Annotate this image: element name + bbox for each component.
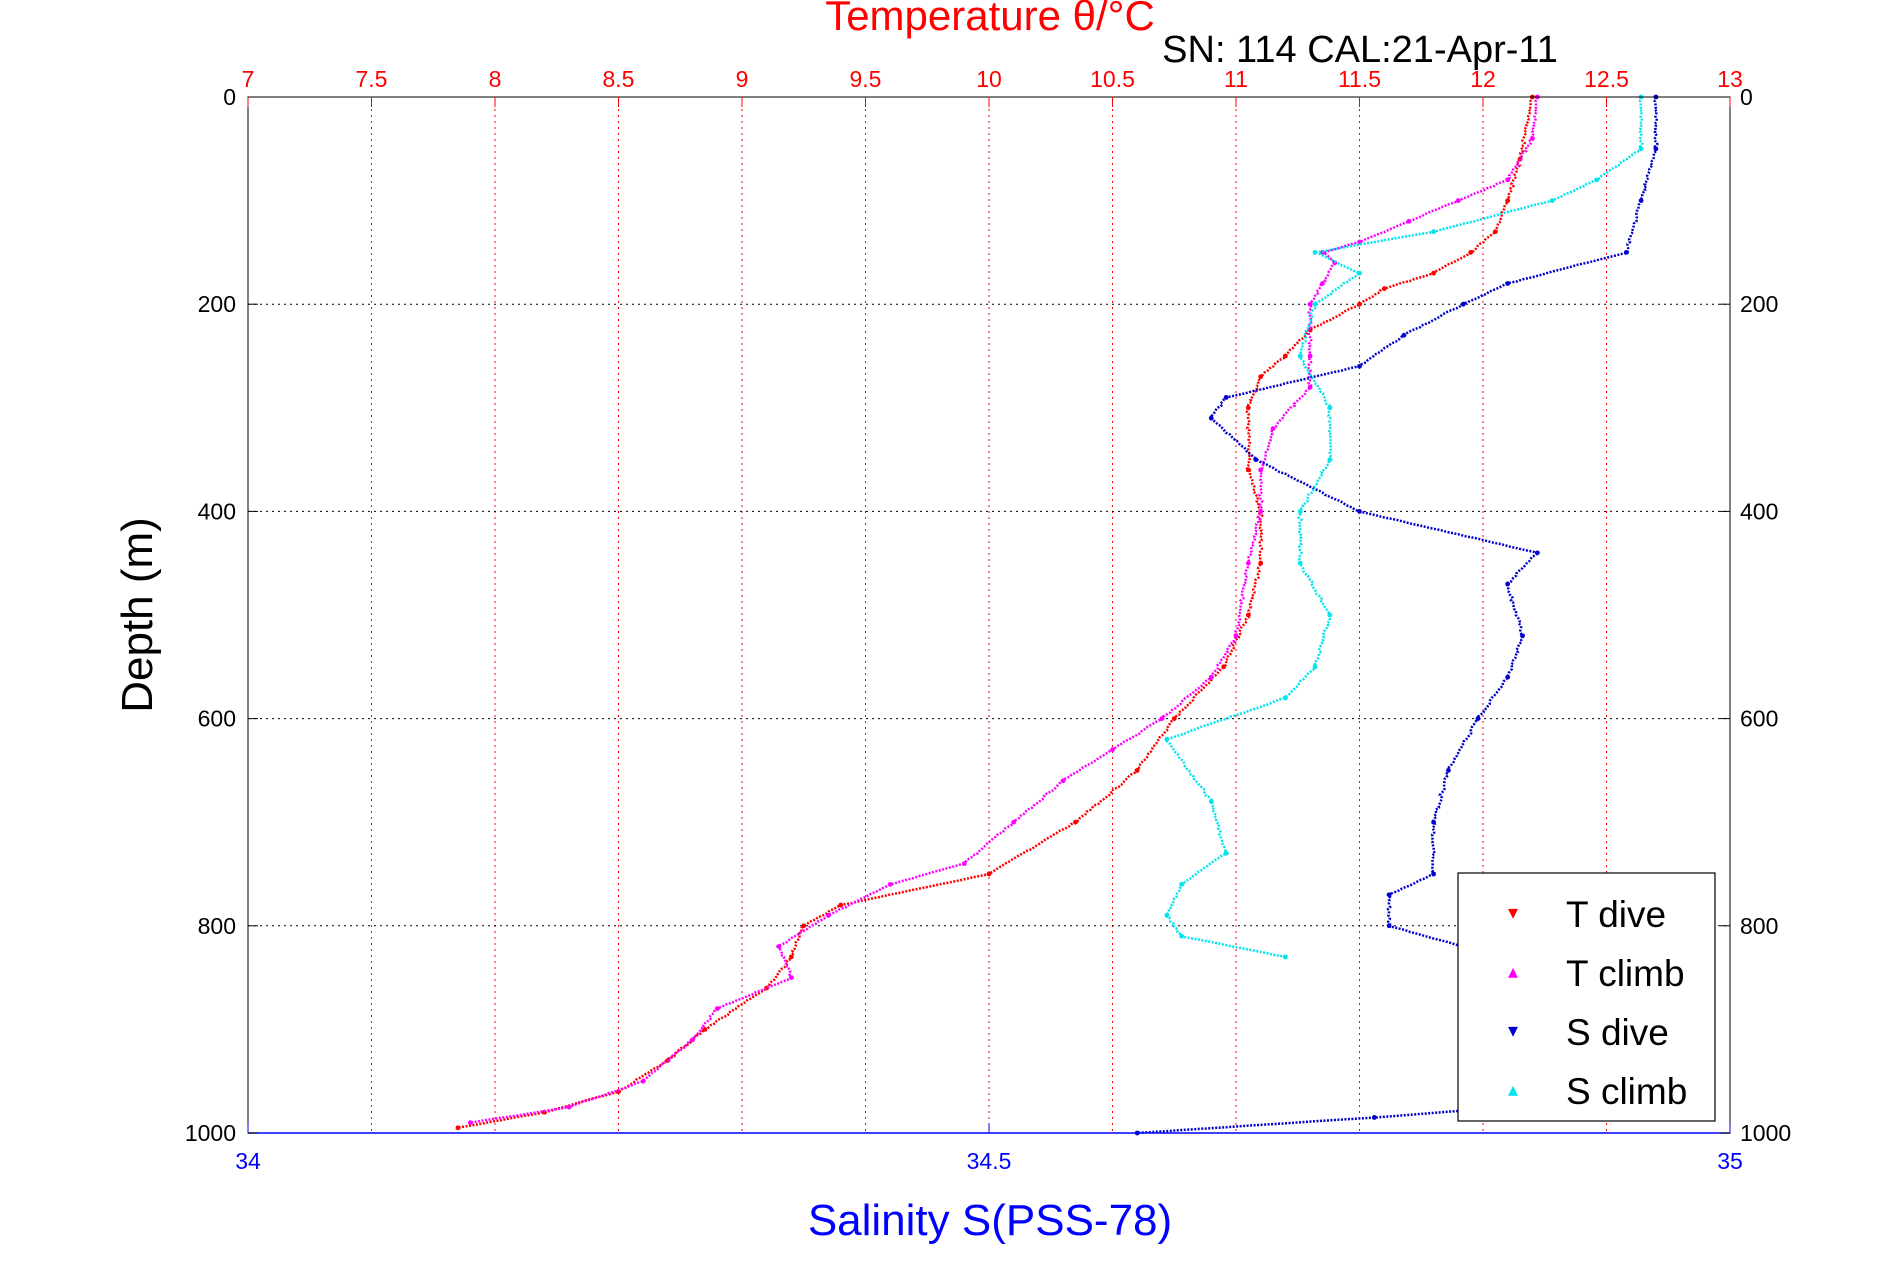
temperature-tick-label: 10 bbox=[976, 66, 1002, 92]
depth-tick-label-left: 800 bbox=[198, 913, 236, 939]
depth-tick-label-right: 600 bbox=[1740, 706, 1778, 732]
temperature-tick-label: 13 bbox=[1717, 66, 1743, 92]
series-trace bbox=[457, 96, 1534, 1130]
series-s-climb bbox=[1164, 94, 1644, 960]
legend-marker: ▾ bbox=[1508, 1020, 1518, 1042]
depth-tick-label-left: 400 bbox=[198, 498, 236, 524]
temperature-tick-label: 12 bbox=[1470, 66, 1496, 92]
series-t-dive bbox=[455, 94, 1535, 1131]
depth-tick-label-right: 200 bbox=[1740, 291, 1778, 317]
salinity-tick-label: 34.5 bbox=[967, 1148, 1012, 1174]
depth-tick-label-left: 200 bbox=[198, 291, 236, 317]
temperature-tick-label: 7 bbox=[242, 66, 255, 92]
depth-axis-label: Depth (m) bbox=[113, 517, 162, 713]
legend-box bbox=[1457, 872, 1716, 1122]
depth-tick-label-right: 800 bbox=[1740, 913, 1778, 939]
depth-tick-label-right: 1000 bbox=[1740, 1120, 1791, 1146]
legend-label: T dive bbox=[1566, 894, 1666, 935]
legend-marker: ▴ bbox=[1508, 1079, 1518, 1101]
salinity-tick-label: 34 bbox=[235, 1148, 261, 1174]
legend-label: S dive bbox=[1566, 1012, 1669, 1053]
temperature-tick-label: 10.5 bbox=[1090, 66, 1135, 92]
grid-lines bbox=[248, 97, 1730, 1133]
legend-label: T climb bbox=[1566, 953, 1685, 994]
temperature-tick-label: 11.5 bbox=[1338, 66, 1381, 92]
temperature-tick-label: 12.5 bbox=[1584, 66, 1629, 92]
depth-tick-label-left: 1000 bbox=[185, 1120, 236, 1146]
depth-tick-label-left: 600 bbox=[198, 706, 236, 732]
temperature-tick-label: 9 bbox=[736, 66, 749, 92]
series-trace bbox=[1164, 96, 1644, 959]
temperature-tick-label: 11 bbox=[1224, 66, 1248, 92]
axes: 7 7.5 8 8.5 9 9.5 10 10.5 11 11.5 12 12.5 13 34 34.5 35… bbox=[185, 66, 1791, 1174]
temperature-tick-label: 9.5 bbox=[850, 66, 882, 92]
series-t-climb bbox=[467, 94, 1540, 1126]
chart-subtitle: SN: 114 CAL:21-Apr-11 bbox=[1162, 29, 1558, 71]
temperature-tick-label: 7.5 bbox=[356, 66, 388, 92]
legend: ▾ T dive ▴ T climb ▾ S dive ▴ S climb bbox=[1457, 872, 1716, 1122]
depth-tick-label-left: 0 bbox=[223, 84, 236, 110]
depth-tick-label-right: 400 bbox=[1740, 498, 1778, 524]
series-trace bbox=[470, 97, 1539, 1124]
legend-marker: ▾ bbox=[1508, 902, 1518, 924]
temperature-tick-label: 8 bbox=[489, 66, 502, 92]
salinity-tick-label: 35 bbox=[1717, 1148, 1743, 1174]
temperature-tick-label: 8.5 bbox=[603, 66, 635, 92]
legend-marker: ▴ bbox=[1508, 961, 1518, 983]
legend-label: S climb bbox=[1566, 1071, 1687, 1112]
depth-tick-label-right: 0 bbox=[1740, 84, 1753, 110]
chart-title: Temperature θ/°C bbox=[825, 0, 1155, 39]
salinity-axis-label: Salinity S(PSS-78) bbox=[808, 1196, 1172, 1245]
